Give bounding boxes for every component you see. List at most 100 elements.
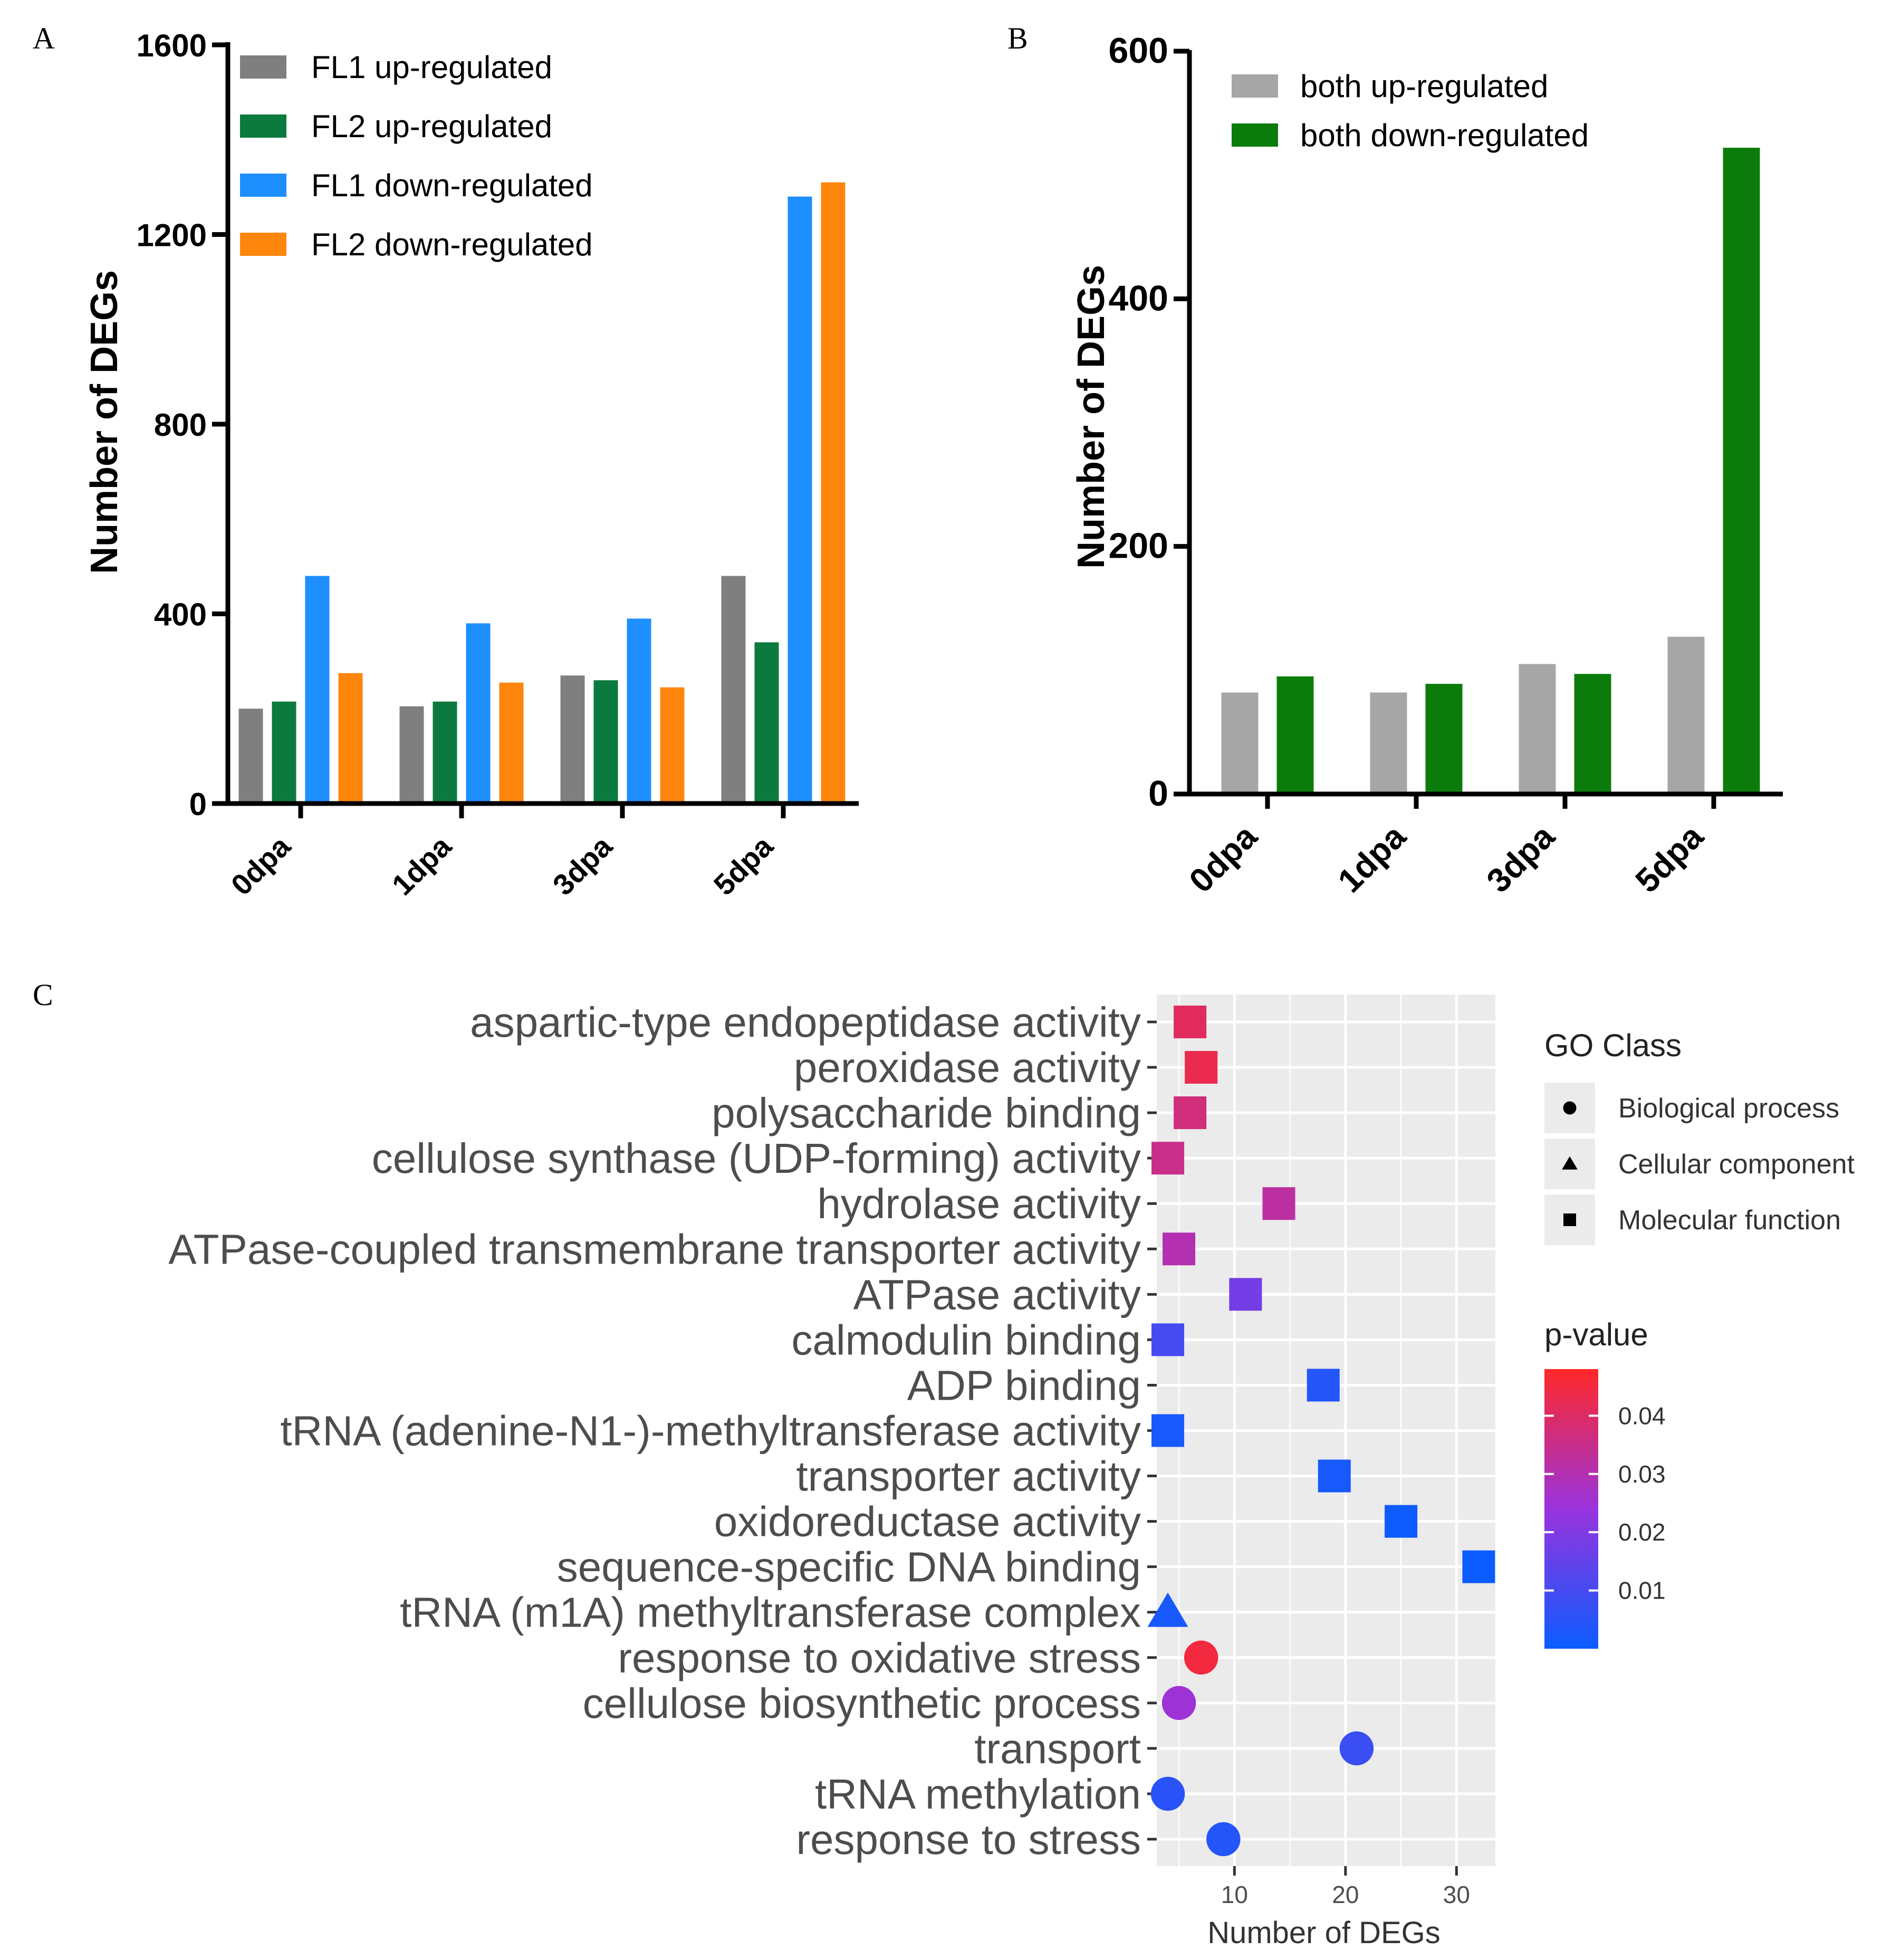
chart-c-term-label: ATPase activity (853, 1271, 1141, 1318)
chart-a-bar-3dpa-3 (627, 618, 651, 804)
chart-c-term-label: peroxidase activity (794, 1044, 1141, 1091)
chart-b-y-ticks: 0 200 400 600 (1109, 31, 1189, 814)
chart-a-legend-label: FL2 down-regulated (311, 227, 593, 262)
chart-b-bar-5dpa-1 (1667, 636, 1705, 794)
chart-a-legend-label: FL1 down-regulated (311, 168, 593, 203)
chart-a-legend-label: FL1 up-regulated (311, 50, 552, 85)
chart-c-term-label: tRNA (m1A) methyltransferase complex (400, 1589, 1141, 1636)
chart-b-legend-swatch (1232, 123, 1278, 147)
chart-c-point-circle (1206, 1822, 1241, 1857)
panel-label-a: A (33, 21, 55, 55)
chart-a-legend-swatch (240, 233, 286, 256)
chart-c-term-label: cellulose biosynthetic process (583, 1680, 1141, 1727)
chart-a-bar-1dpa-3 (466, 623, 491, 804)
chart-c-point-circle (1339, 1731, 1374, 1766)
chart-c-point-circle (1184, 1640, 1218, 1675)
chart-b-bars (1221, 148, 1760, 794)
chart-b-x-tick-label: 3dpa (1479, 817, 1562, 900)
chart-a-legend-swatch (240, 114, 286, 138)
chart-b-y-label: Number of DEGs (1070, 265, 1112, 569)
chart-b-bar-3dpa-1 (1519, 664, 1556, 794)
chart-c-term-label: polysaccharide binding (712, 1089, 1141, 1136)
panel-label-c: C (33, 978, 53, 1012)
chart-b-legend-label: both up-regulated (1300, 69, 1548, 104)
chart-c-shape-legend: GO Class Biological process Cellular compo… (1544, 1028, 1855, 1245)
chart-c-point-square (1385, 1505, 1418, 1538)
chart-c-color-legend-bar (1544, 1369, 1598, 1649)
chart-c-term-label: response to oxidative stress (618, 1634, 1141, 1681)
chart-c-shape-legend-circle-icon (1563, 1101, 1577, 1115)
chart-a-y-tick-label: 400 (154, 597, 207, 633)
chart-c-shape-legend-label: Cellular component (1618, 1149, 1855, 1180)
chart-c-x-label: Number of DEGs (1207, 1916, 1441, 1950)
chart-b-legend-label: both down-regulated (1300, 118, 1589, 153)
chart-a-legend-swatch (240, 55, 286, 79)
chart-c-term-label: response to stress (796, 1816, 1141, 1863)
chart-a-legend-swatch (240, 174, 286, 197)
chart-c-point-square (1185, 1051, 1218, 1084)
chart-c-term-label: cellulose synthase (UDP-forming) activit… (372, 1135, 1141, 1182)
chart-c-shape-legend-square-icon (1563, 1213, 1576, 1226)
chart-c-points (1147, 1006, 1495, 1857)
chart-c-point-square (1151, 1142, 1185, 1175)
chart-c-point-square (1229, 1278, 1262, 1311)
chart-b-y-tick-label: 0 (1148, 773, 1168, 814)
chart-c-x-tick-label: 30 (1443, 1881, 1470, 1908)
chart-c-point-square (1163, 1232, 1196, 1266)
chart-b-legend-swatch (1232, 74, 1278, 98)
chart-b-bar-0dpa-1 (1221, 692, 1259, 794)
chart-c-point-square (1151, 1414, 1185, 1447)
chart-a-bar-0dpa-3 (305, 576, 330, 804)
chart-a-bars (238, 182, 846, 804)
chart-c-term-label: tRNA methylation (815, 1771, 1141, 1818)
chart-c-shape-legend-label: Molecular function (1618, 1205, 1841, 1236)
chart-c-color-legend-tick-label: 0.03 (1618, 1460, 1666, 1488)
chart-b-x-ticks: 0dpa 1dpa 3dpa 5dpa (1182, 794, 1716, 900)
chart-c-color-legend-tick-label: 0.01 (1618, 1577, 1666, 1604)
chart-c-point-square (1174, 1096, 1207, 1130)
chart-c-shape-legend-title: GO Class (1544, 1028, 1682, 1063)
chart-b-x-tick-label: 0dpa (1182, 817, 1264, 900)
chart-c-point-square (1151, 1323, 1185, 1356)
chart-a-bar-3dpa-1 (560, 675, 585, 804)
chart-a-bar-5dpa-2 (754, 642, 779, 804)
chart-a-bar-0dpa-2 (272, 701, 296, 804)
chart-b-bar-3dpa-2 (1574, 674, 1611, 794)
chart-a-y-tick-label: 1200 (137, 218, 207, 253)
chart-c-term-label: sequence-specific DNA binding (557, 1544, 1141, 1591)
chart-c-term-label: oxidoreductase activity (714, 1498, 1141, 1545)
chart-c-point-square (1307, 1369, 1340, 1402)
chart-a-y-tick-label: 1600 (137, 28, 207, 63)
chart-b-bar-1dpa-2 (1425, 684, 1463, 794)
chart-a-bar-1dpa-2 (433, 701, 457, 804)
chart-a-bar-5dpa-1 (721, 576, 746, 804)
chart-c-shape-legend-triangle-icon (1562, 1156, 1578, 1170)
chart-a-y-tick-label: 800 (154, 407, 207, 443)
chart-b-y-tick-label: 200 (1109, 526, 1168, 566)
chart-c-term-label: hydrolase activity (817, 1180, 1141, 1227)
chart-a-bar-5dpa-3 (788, 196, 812, 804)
chart-b-bar-5dpa-2 (1723, 148, 1760, 794)
chart-c-shape-legend-label: Biological process (1618, 1093, 1839, 1124)
chart-b-x-tick-label: 1dpa (1330, 817, 1413, 900)
chart-c-term-label: ADP binding (907, 1362, 1141, 1409)
chart-b: 0 200 400 600 0dpa 1dpa 3dpa 5dpa Number of DE… (1070, 31, 1783, 900)
chart-c-point-circle (1161, 1686, 1196, 1720)
chart-c-color-legend-tick-label: 0.02 (1618, 1518, 1666, 1546)
chart-c-point-square (1318, 1459, 1351, 1493)
chart-a-y-tick-label: 0 (189, 787, 207, 822)
chart-a-bar-1dpa-1 (399, 706, 424, 804)
chart-c-term-labels: aspartic-type endopeptidase activitypero… (168, 999, 1157, 1863)
chart-a-x-tick-label: 3dpa (546, 829, 619, 902)
chart-b-y-tick-label: 400 (1109, 278, 1168, 318)
chart-c-point-square (1462, 1550, 1495, 1583)
chart-c-term-label: transporter activity (796, 1453, 1141, 1500)
chart-a-bar-1dpa-4 (499, 682, 524, 804)
chart-a-x-tick-label: 0dpa (225, 829, 297, 902)
chart-c-term-label: ATPase-coupled transmembrane transporter… (168, 1226, 1141, 1273)
chart-a-legend: FL1 up-regulated FL2 up-regulated FL1 down… (240, 50, 593, 262)
chart-a-legend-label: FL2 up-regulated (311, 109, 552, 144)
chart-a: 0 400 800 1200 1600 0dpa 1dpa 3dpa 5dpa Number … (83, 28, 859, 902)
chart-c-point-square (1262, 1187, 1295, 1220)
